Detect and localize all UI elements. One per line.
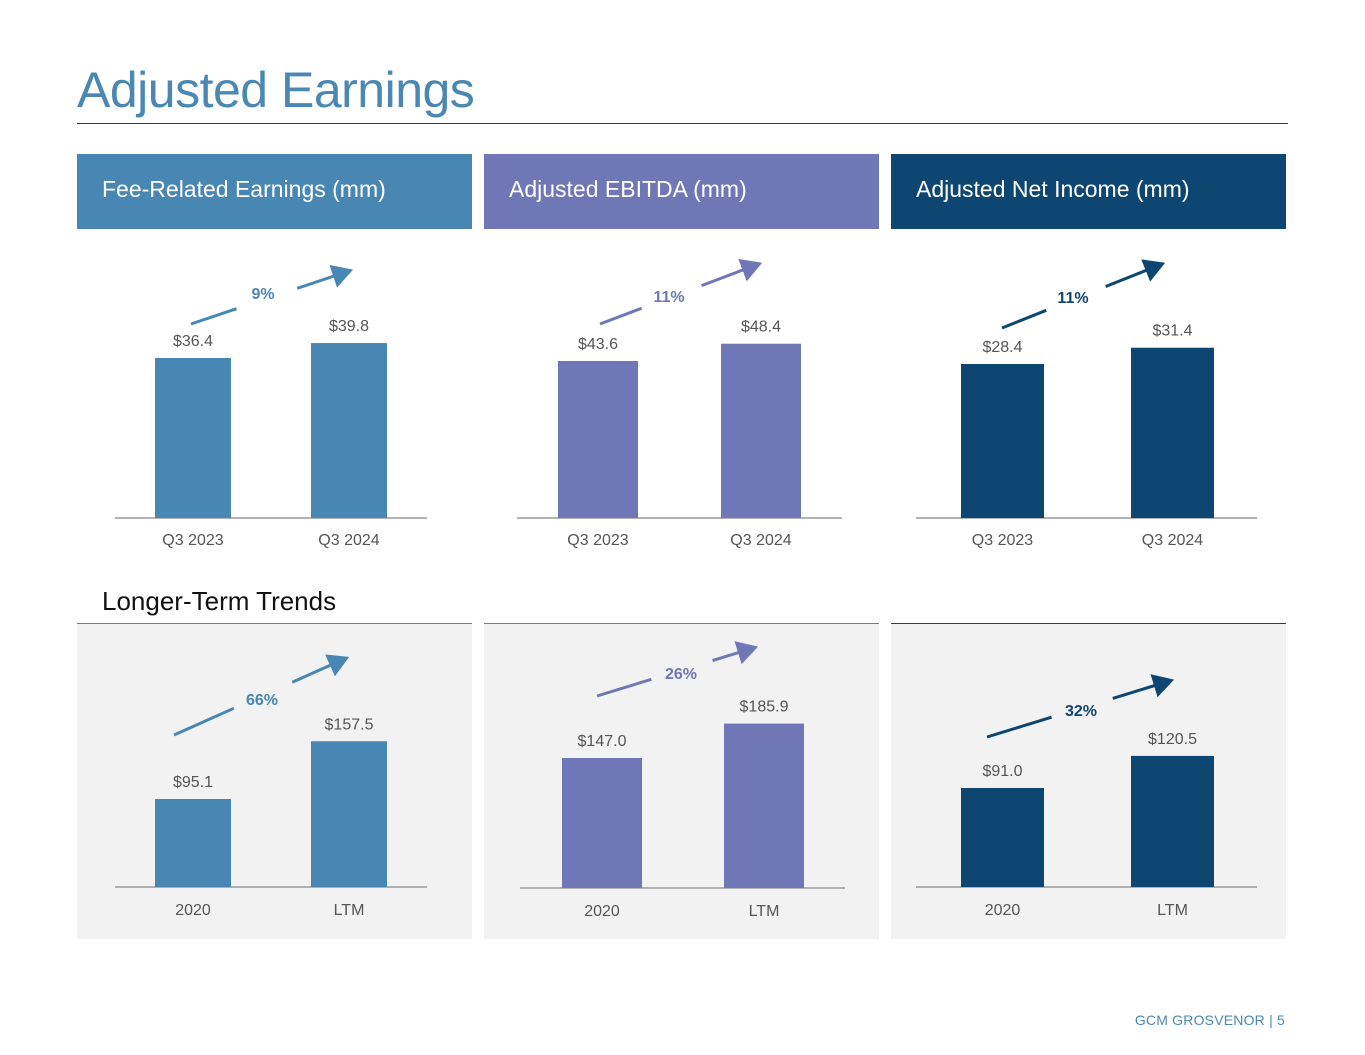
trend-panel-ebitda xyxy=(484,623,879,939)
fre-trend-category-label-0: 2020 xyxy=(175,902,211,919)
fre-trend-growth-arrow-head xyxy=(291,654,350,684)
trend-divider-fre xyxy=(77,623,472,624)
title-divider xyxy=(77,123,1288,124)
ebitda-trend-value-label-1: $185.9 xyxy=(740,699,789,716)
fre-quarter-bar-0 xyxy=(155,358,231,518)
fre-quarter-bar-1 xyxy=(311,343,387,518)
fre-quarter-value-label-0: $36.4 xyxy=(173,333,213,350)
fre-quarter-category-label-0: Q3 2023 xyxy=(162,532,223,549)
fre-trend-growth-label: 66% xyxy=(246,692,278,709)
fre-trend-value-label-1: $157.5 xyxy=(325,716,374,733)
ani-trend-growth-arrow-head xyxy=(1112,674,1175,700)
ebitda-quarter-growth-label: 11% xyxy=(653,289,684,306)
ebitda-trend-growth-arrow-tail xyxy=(596,677,652,698)
fre-quarter-growth-label: 9% xyxy=(251,286,274,303)
page-title: Adjusted Earnings xyxy=(77,62,475,118)
ebitda-trend-bar-1 xyxy=(724,723,804,888)
ebitda-quarter-category-label-0: Q3 2023 xyxy=(567,532,628,549)
ebitda-quarter-growth-arrow-head xyxy=(701,258,763,288)
ebitda-trend-category-label-0: 2020 xyxy=(584,903,620,920)
header-fee-related-earnings: Fee-Related Earnings (mm) xyxy=(77,154,472,229)
ani-quarter-category-label-1: Q3 2024 xyxy=(1142,532,1203,549)
ani-quarter-category-label-0: Q3 2023 xyxy=(972,532,1033,549)
header-adjusted-ebitda: Adjusted EBITDA (mm) xyxy=(484,154,879,229)
ani-quarter-bar-1 xyxy=(1131,347,1214,518)
ani-quarter-bar-0 xyxy=(961,364,1044,518)
ebitda-quarter-value-label-0: $43.6 xyxy=(578,336,618,353)
trend-divider-ebitda xyxy=(484,623,879,624)
ani-quarter-value-label-0: $28.4 xyxy=(982,339,1022,356)
fre-quarter-growth-arrow-head xyxy=(296,264,354,290)
fre-trend-bar-0 xyxy=(155,799,231,887)
ebitda-trend-bar-0 xyxy=(562,758,642,888)
ani-quarter-growth-arrow-head xyxy=(1105,259,1166,288)
ani-trend-bar-0 xyxy=(961,788,1044,887)
fre-quarter-category-label-1: Q3 2024 xyxy=(318,532,379,549)
ebitda-trend-growth-arrow-head xyxy=(712,641,759,665)
ebitda-quarter-category-label-1: Q3 2024 xyxy=(730,532,791,549)
ebitda-quarter-growth-arrow-tail xyxy=(599,306,643,326)
fre-quarter-growth-arrow-tail xyxy=(190,307,238,326)
trend-divider-ani xyxy=(891,623,1286,624)
ani-trend-bar-1 xyxy=(1131,755,1214,887)
ani-quarter-growth-arrow-tail xyxy=(1001,308,1047,330)
ebitda-trend-growth-label: 26% xyxy=(665,666,697,683)
ani-trend-category-label-0: 2020 xyxy=(985,902,1021,919)
ebitda-trend-value-label-0: $147.0 xyxy=(578,733,627,750)
ani-quarter-value-label-1: $31.4 xyxy=(1152,323,1192,340)
header-adjusted-net-income: Adjusted Net Income (mm) xyxy=(891,154,1286,229)
fre-trend-growth-arrow-tail xyxy=(173,706,235,737)
ebitda-trend-category-label-1: LTM xyxy=(749,903,780,920)
footer-page-label: GCM GROSVENOR | 5 xyxy=(1134,1012,1285,1028)
ani-trend-growth-arrow-tail xyxy=(986,715,1053,739)
ani-quarter-growth-label: 11% xyxy=(1057,290,1088,307)
fre-quarter-value-label-1: $39.8 xyxy=(329,318,369,335)
ebitda-quarter-value-label-1: $48.4 xyxy=(741,319,781,336)
ebitda-quarter-bar-1 xyxy=(721,343,801,518)
ani-trend-value-label-0: $91.0 xyxy=(982,763,1022,780)
ebitda-quarter-bar-0 xyxy=(558,361,638,518)
ani-trend-category-label-1: LTM xyxy=(1157,902,1188,919)
ani-trend-value-label-1: $120.5 xyxy=(1148,731,1197,748)
fre-trend-value-label-0: $95.1 xyxy=(173,774,213,791)
fre-trend-category-label-1: LTM xyxy=(334,902,365,919)
section-subtitle: Longer-Term Trends xyxy=(102,586,337,616)
fre-trend-bar-1 xyxy=(311,741,387,887)
ani-trend-growth-label: 32% xyxy=(1065,703,1097,720)
